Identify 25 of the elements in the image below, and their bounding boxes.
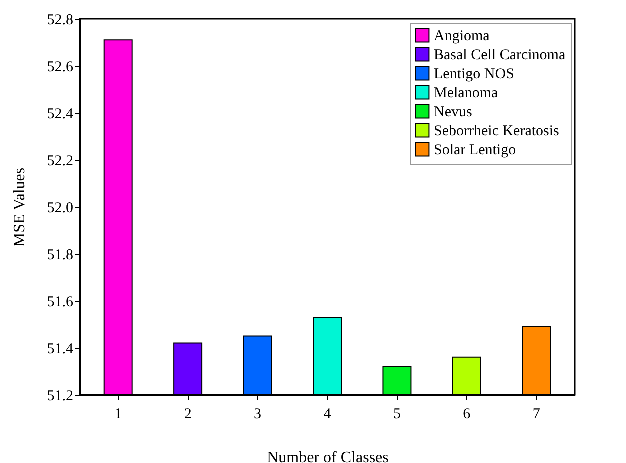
y-tick-label: 51.2 (47, 388, 74, 404)
y-axis-title: MSE Values (11, 168, 28, 248)
x-axis-title: Number of Classes (267, 450, 389, 463)
y-tick-label: 52.8 (47, 12, 74, 28)
x-tick-label: 7 (532, 406, 541, 422)
legend-label: Seborrheic Keratosis (434, 124, 560, 140)
legend-label: Basal Cell Carcinoma (434, 48, 566, 64)
y-tick-label: 52.2 (47, 154, 74, 170)
y-tick-label: 51.8 (47, 248, 74, 264)
x-tick-label: 5 (393, 406, 401, 422)
x-tick-label: 1 (114, 406, 122, 422)
y-tick-label: 51.6 (47, 294, 74, 310)
legend-label: Melanoma (434, 86, 498, 102)
legend-label: Lentigo NOS (434, 66, 514, 82)
x-tick-label: 3 (254, 406, 262, 422)
y-tick-label: 52.0 (47, 200, 74, 216)
x-tick-label: 6 (463, 406, 472, 422)
legend-label: Angioma (434, 28, 490, 44)
y-tick-label: 52.6 (47, 60, 74, 76)
y-tick-label: 52.4 (47, 106, 74, 122)
x-tick-label: 2 (184, 406, 192, 422)
legend-label: Solar Lentigo (434, 142, 516, 158)
y-tick-label: 51.4 (47, 342, 74, 358)
legend-label: Nevus (434, 104, 472, 120)
x-tick-label: 4 (324, 406, 332, 422)
